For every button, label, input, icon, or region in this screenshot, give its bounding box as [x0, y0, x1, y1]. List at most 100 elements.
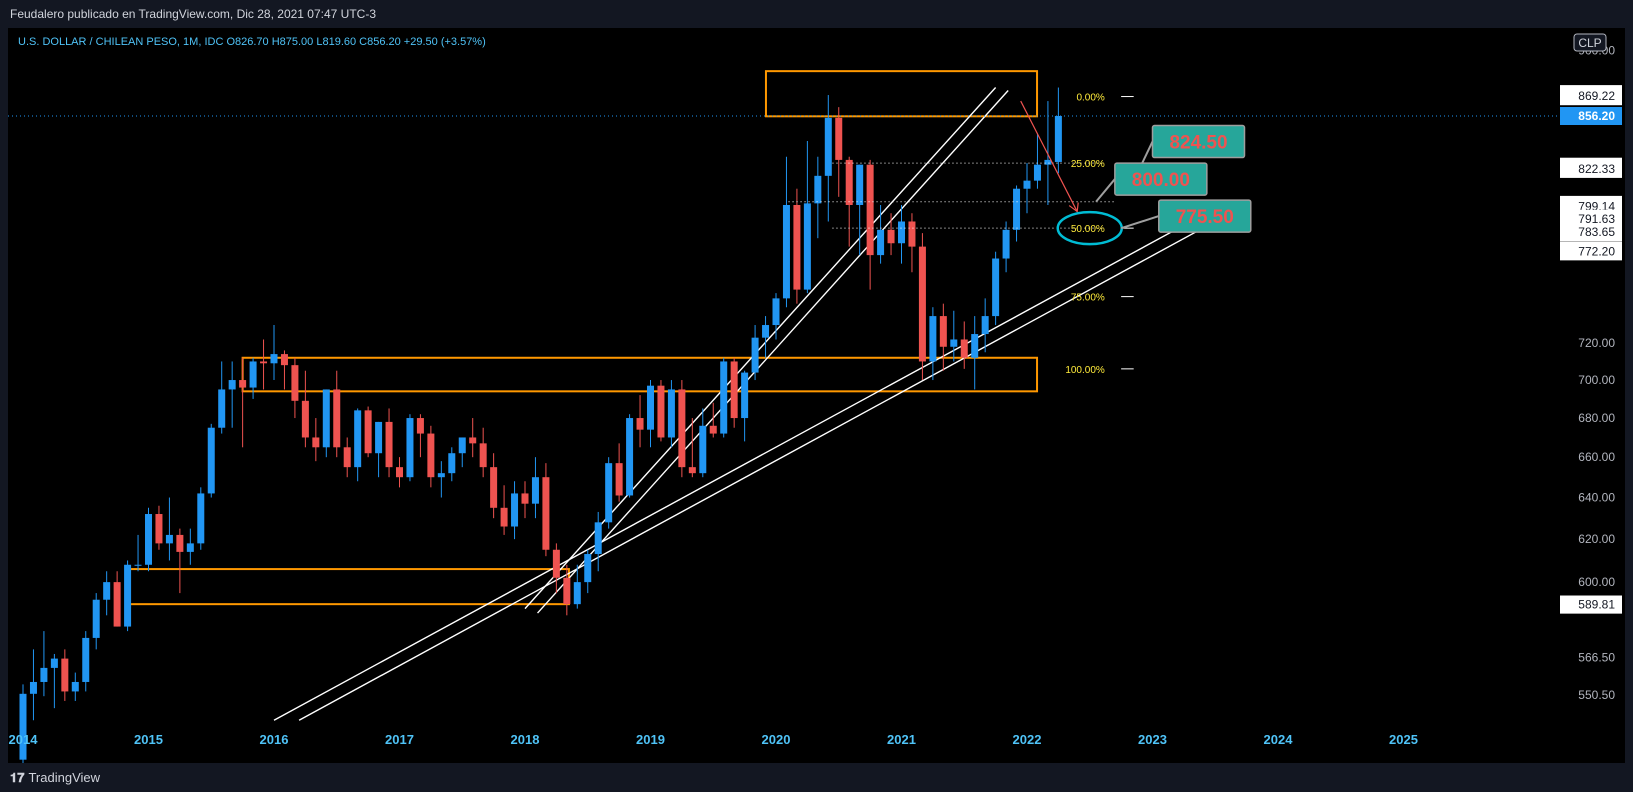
x-tick-label: 2016: [260, 732, 289, 747]
candle-body: [971, 334, 979, 358]
candle-body: [563, 577, 571, 605]
candle-body: [1044, 159, 1052, 165]
candle-body: [929, 316, 937, 362]
price-label-box: [1560, 223, 1622, 242]
support-zone-0: [128, 568, 570, 606]
candle-body: [312, 437, 320, 448]
publisher-line: Feudalero publicado en TradingView.com, …: [0, 0, 1633, 28]
candle-body: [657, 385, 665, 438]
candle-body: [511, 493, 519, 527]
candle-body: [197, 493, 205, 544]
trendline-3: [298, 224, 1210, 721]
candle-body: [782, 205, 790, 299]
x-tick-label: 2015: [134, 732, 163, 747]
trendline-1: [537, 90, 1009, 614]
candle-body: [605, 463, 613, 523]
candle-body: [29, 681, 37, 694]
candle-body: [751, 337, 759, 373]
last-price-value: 856.20: [1578, 109, 1615, 123]
candle-body: [301, 400, 309, 438]
target-callout-box: [1151, 124, 1246, 159]
candle-body: [364, 410, 372, 454]
currency-label: CLP: [1578, 36, 1601, 50]
candle-body: [709, 425, 717, 434]
candle-body: [124, 564, 132, 627]
bodies-layer: [19, 116, 1062, 760]
candle-body: [406, 418, 414, 478]
candle-body: [762, 325, 770, 338]
x-tick-label: 2024: [1264, 732, 1294, 747]
x-tick-label: 2019: [636, 732, 665, 747]
price-axis: 900.00720.00700.00680.00660.00640.00620.…: [1560, 33, 1622, 702]
x-tick-label: 2018: [511, 732, 540, 747]
candle-body: [939, 316, 947, 347]
target-callout-value: 824.50: [1169, 133, 1227, 154]
candle-body: [1033, 164, 1041, 181]
zones-layer: [128, 70, 1039, 606]
target-callout-box: [1114, 162, 1208, 196]
candle-body: [1023, 180, 1031, 189]
price-label-box: [1560, 159, 1622, 178]
support-zone-2: [764, 70, 1039, 118]
candle-body: [835, 117, 843, 160]
fib-label: 75.00%: [1071, 293, 1105, 304]
candle-body: [260, 361, 268, 364]
candle-body: [531, 477, 539, 504]
candle-body: [688, 467, 696, 474]
publisher-text: Feudalero publicado en TradingView.com, …: [10, 7, 376, 21]
x-tick-label: 2021: [887, 732, 916, 747]
candle-body: [741, 372, 749, 419]
candle-body: [92, 599, 100, 638]
candle-body: [730, 361, 738, 419]
fib-label: 50.00%: [1071, 224, 1105, 235]
y-tick-label: 680.00: [1578, 411, 1615, 425]
candle-body: [113, 582, 121, 627]
candle-body: [521, 493, 529, 504]
price-label-value: 589.81: [1578, 598, 1615, 612]
candle-body: [898, 221, 905, 244]
candle-body: [699, 425, 707, 474]
candle-body: [448, 453, 456, 474]
candle-body: [479, 443, 487, 468]
fib-label: 0.00%: [1076, 93, 1104, 104]
arrow-head-icon: [1068, 202, 1079, 213]
candle-body: [793, 205, 801, 290]
fib-label: 25.00%: [1071, 159, 1105, 170]
candle-body: [176, 534, 184, 552]
y-tick-label: 620.00: [1578, 532, 1615, 546]
candle-body: [877, 229, 885, 256]
candle-body: [218, 389, 226, 428]
candle-body: [145, 514, 152, 565]
candle-body: [866, 164, 874, 256]
candle-body: [239, 380, 247, 388]
candle-body: [469, 437, 477, 444]
candle-body: [918, 246, 926, 362]
brand-text[interactable]: TradingView: [28, 770, 101, 785]
y-tick-label: 566.50: [1578, 650, 1615, 664]
y-tick-label: 700.00: [1578, 373, 1615, 387]
price-label-value: 822.33: [1578, 162, 1615, 176]
trendlines-layer: [273, 87, 1210, 721]
x-tick-label: 2022: [1013, 732, 1042, 747]
last-price-box: [1560, 107, 1622, 125]
chart-frame[interactable]: [8, 28, 1625, 763]
candle-body: [458, 437, 466, 454]
footer-bar: 𝟏𝟕 TradingView: [0, 763, 1633, 792]
candle-body: [500, 507, 508, 527]
candle-body: [427, 433, 435, 478]
price-label-box: [1560, 595, 1622, 614]
annotations-layer: 824.50 800.00 775.50: [8, 100, 1560, 246]
target-callout-box: [1158, 199, 1252, 233]
candle-body: [720, 361, 728, 434]
candle-body: [573, 582, 581, 605]
candle-body: [416, 418, 424, 434]
price-label-value: 791.63: [1578, 212, 1615, 226]
callout-pointer: [1120, 215, 1160, 230]
candle-body: [61, 658, 69, 692]
time-axis: 2014 2015 2016 2017 2018 2019 2020 2021 2022 2023…: [9, 732, 1418, 747]
candle-body: [228, 380, 236, 390]
price-label-value: 783.65: [1578, 225, 1615, 239]
fib-label: 100.00%: [1065, 365, 1105, 376]
candle-body: [186, 543, 194, 552]
